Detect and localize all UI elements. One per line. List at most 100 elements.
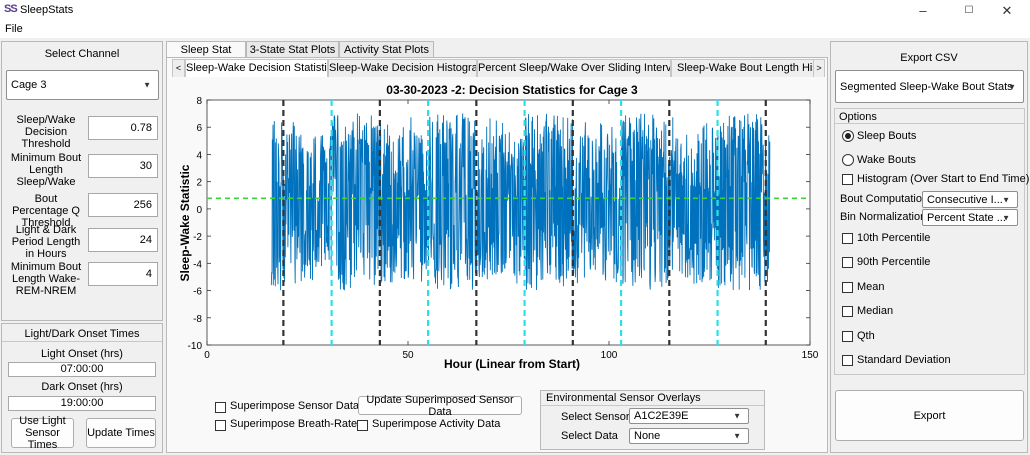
tab-activity-stat-plots[interactable]: Activity Stat Plots [339, 41, 434, 58]
std-dev-label: Standard Deviation [857, 354, 951, 366]
tab-sleep-stat-plots[interactable]: Sleep Stat Plots [166, 41, 246, 72]
use-light-sensor-button[interactable]: Use Light Sensor Times [11, 415, 74, 451]
q-threshold-label: Bout Percentage Q Threshold [12, 193, 80, 229]
dark-onset-label: Dark Onset (hrs) [41, 381, 123, 393]
menu-file[interactable]: File [5, 23, 23, 35]
close-button[interactable]: ✕ [1001, 3, 1013, 18]
chevron-down-icon: ▼ [1002, 213, 1010, 222]
superimpose-activity-label: Superimpose Activity Data [372, 418, 501, 430]
subtab-bout-length-histogram[interactable]: Sleep-Wake Bout Length Histogra [671, 59, 814, 77]
sensor-dropdown[interactable]: A1C2E39E ▼ [629, 408, 749, 424]
q-threshold-field[interactable]: 256 [88, 193, 158, 217]
bout-computation-dropdown[interactable]: Consecutive I... ▼ [922, 191, 1018, 208]
bout-computation-value: Consecutive I... [927, 193, 1003, 206]
histogram-label: Histogram (Over Start to End Time) [857, 173, 1030, 185]
min-bout-wake-label: Minimum Bout Length Wake-REM-NREM [10, 261, 82, 297]
env-sensor-panel: Environmental Sensor Overlays Select Sen… [540, 390, 765, 450]
window-title: SleepStats [20, 4, 74, 16]
chevron-down-icon: ▼ [733, 411, 741, 421]
dark-onset-field[interactable]: 19:00:00 [8, 396, 156, 411]
y-tick-label: -8 [193, 314, 202, 325]
select-sensor-label: Select Sensor [561, 411, 630, 423]
menu-bar: File [0, 22, 1030, 38]
subtab-scroll-left-icon[interactable]: < [172, 59, 185, 77]
x-tick-label: 50 [402, 350, 414, 361]
10th-percentile-checkbox[interactable] [842, 233, 853, 244]
chevron-down-icon: ▼ [733, 431, 741, 441]
maximize-button[interactable]: ☐ [964, 5, 974, 16]
bin-normalization-label: Bin Normalization [840, 211, 927, 223]
x-tick-label: 100 [601, 350, 618, 361]
subtab-percent-sleep-wake[interactable]: Percent Sleep/Wake Over Sliding Interval [477, 59, 671, 77]
histogram-checkbox[interactable] [842, 174, 853, 185]
update-superimposed-button[interactable]: Update Superimposed Sensor Data [358, 394, 522, 418]
export-type-value: Segmented Sleep-Wake Bout Stats [840, 80, 1013, 93]
threshold-field[interactable]: 0.78 [88, 116, 158, 140]
wake-bouts-radio[interactable] [842, 154, 854, 166]
period-length-field[interactable]: 24 [88, 228, 158, 252]
sleep-bouts-radio[interactable] [842, 130, 854, 142]
chevron-down-icon: ▼ [143, 80, 151, 90]
y-axis-label: Sleep-Wake Statistic [178, 164, 192, 281]
channel-dropdown[interactable]: Cage 3 ▼ [6, 70, 159, 100]
y-tick-label: 0 [196, 205, 202, 216]
mean-checkbox[interactable] [842, 282, 853, 293]
period-length-label: Light & Dark Period Length in Hours [11, 224, 81, 260]
minimize-button[interactable]: – [919, 3, 927, 18]
app-icon: SS [4, 3, 18, 15]
threshold-label: Sleep/Wake Decision Threshold [16, 114, 76, 150]
x-tick-label: 150 [802, 350, 819, 361]
bin-normalization-dropdown[interactable]: Percent State ... ▼ [922, 209, 1018, 226]
y-tick-label: 8 [196, 96, 202, 107]
y-tick-label: 6 [196, 123, 202, 134]
select-channel-panel: Select Channel Cage 3 ▼ Sleep/Wake Decis… [1, 41, 163, 321]
qth-checkbox[interactable] [842, 331, 853, 342]
onset-title: Light/Dark Onset Times [24, 328, 140, 340]
subtab-decision-statistic[interactable]: Sleep-Wake Decision Statistic [185, 59, 328, 77]
select-data-label: Select Data [561, 430, 618, 442]
superimpose-breath-checkbox[interactable] [215, 420, 226, 431]
data-dropdown[interactable]: None ▼ [629, 428, 749, 444]
10th-percentile-label: 10th Percentile [857, 232, 931, 244]
x-tick-label: 0 [204, 350, 210, 361]
options-group: Options Sleep Bouts Wake Bouts Histogram… [834, 108, 1029, 375]
std-dev-checkbox[interactable] [842, 355, 853, 366]
decision-statistic-chart: -10 -8 -6 -4 -2 0 2 4 6 8 0 50 100 150 03-30-2023 -2:… [178, 83, 819, 371]
subtab-scroll-right-icon[interactable]: > [813, 59, 825, 77]
x-axis-label: Hour (Linear from Start) [444, 357, 580, 371]
statistic-trace-line [270, 113, 771, 291]
title-bar: SS SleepStats – ☐ ✕ [0, 0, 1030, 22]
min-bout-sleep-label: Minimum Bout Length Sleep/Wake [10, 152, 82, 188]
sleep-bouts-label: Sleep Bouts [857, 130, 917, 142]
onset-panel: Light/Dark Onset Times Light Onset (hrs)… [1, 323, 163, 453]
superimpose-sensor-checkbox[interactable] [215, 402, 226, 413]
chart-title: 03-30-2023 -2: Decision Statistics for C… [386, 83, 638, 97]
chevron-down-icon: ▼ [1008, 82, 1016, 91]
light-onset-field[interactable]: 07:00:00 [8, 362, 156, 377]
median-label: Median [857, 305, 894, 317]
subtab-decision-histogram[interactable]: Sleep-Wake Decision Histogram [328, 59, 477, 77]
overlay-lines [207, 100, 810, 345]
y-tick-label: -10 [188, 341, 203, 352]
median-checkbox[interactable] [842, 306, 853, 317]
export-button[interactable]: Export [835, 390, 1024, 441]
min-bout-wake-field[interactable]: 4 [88, 262, 158, 286]
sensor-value: A1C2E39E [634, 410, 689, 422]
env-sensor-title: Environmental Sensor Overlays [546, 392, 701, 404]
export-panel: Export CSV Segmented Sleep-Wake Bout Sta… [830, 41, 1029, 453]
bin-normalization-value: Percent State ... [927, 211, 1006, 224]
min-bout-sleep-field[interactable]: 30 [88, 154, 158, 178]
update-times-button[interactable]: Update Times [86, 418, 156, 448]
axes: -10 -8 -6 -4 -2 0 2 4 6 8 0 50 100 150 [188, 96, 819, 361]
tab-3-state-stat-plots[interactable]: 3-State Stat Plots [246, 41, 339, 58]
export-type-dropdown[interactable]: Segmented Sleep-Wake Bout Stats ▼ [835, 70, 1024, 103]
y-tick-label: -2 [193, 232, 202, 243]
chevron-down-icon: ▼ [1002, 195, 1010, 204]
select-channel-title: Select Channel [44, 48, 120, 60]
sleep-wake-statistic-series [270, 113, 771, 291]
90th-percentile-checkbox[interactable] [842, 257, 853, 268]
superimpose-activity-checkbox[interactable] [357, 420, 368, 431]
wake-bouts-label: Wake Bouts [857, 154, 916, 166]
onset-divider [2, 341, 162, 342]
options-divider [835, 123, 1024, 124]
